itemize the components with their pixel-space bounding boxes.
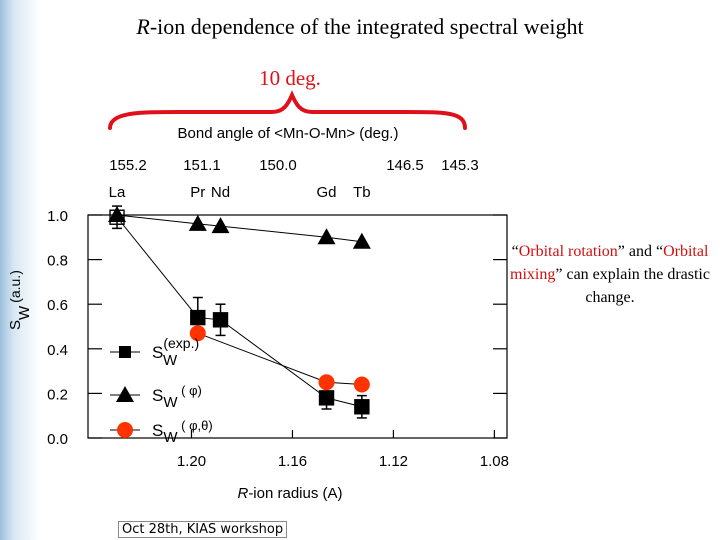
point-exp-1 (190, 309, 206, 326)
point-phi-2 (211, 217, 230, 234)
top-tick-label-2: 150.0 (259, 157, 297, 174)
y-tick-label-5: 1.0 (47, 208, 68, 225)
ion-label-4: Tb (353, 184, 371, 201)
y-tick-label-3: 0.6 (47, 297, 68, 314)
point-exp-4 (354, 399, 370, 415)
point-phitheta-1 (318, 374, 335, 391)
ylabel-unit: (a.u.) (7, 270, 23, 303)
point-phitheta-2 (353, 376, 370, 393)
point-exp-3 (318, 390, 335, 406)
point-phi-4 (352, 232, 371, 249)
ion-label-0: La (109, 184, 126, 201)
top-axis-label: Bond angle of <Mn-O-Mn> (deg.) (178, 125, 399, 142)
ion-label-2: Nd (211, 184, 230, 201)
title-text: -ion dependence of the integrated spectr… (149, 14, 584, 39)
note-red1: Orbital rotation (518, 243, 618, 260)
y-tick-label-4: 0.8 (47, 253, 68, 270)
y-tick-label-2: 0.4 (47, 342, 68, 359)
legend-marker-phi (116, 386, 134, 402)
x-axis-label: R-ion radius (A) (237, 485, 342, 502)
note-red2: Orbital mixing (510, 243, 709, 283)
x-tick-label-3: 1.08 (480, 453, 509, 470)
top-tick-label-3: 146.5 (386, 157, 424, 174)
series-marks (108, 205, 371, 419)
ylabel-main: S (7, 320, 24, 330)
legend: S(exp.) W SW ( φ) SW ( φ,θ) (110, 335, 213, 446)
x-tick-label-0: 1.20 (177, 453, 206, 470)
x-tick-label-1: 1.16 (278, 453, 307, 470)
y-tick-label-0: 0.0 (47, 431, 68, 448)
legend-label-phi: SW ( φ) (152, 383, 202, 411)
ion-labels: La Pr Nd Gd Tb (109, 184, 371, 201)
legend-label-phitheta: SW ( φ,θ) (152, 418, 213, 446)
slide-title: R-ion dependence of the integrated spect… (0, 14, 720, 40)
xlabel-rest: -ion radius (A) (248, 485, 342, 502)
plot-frame (87, 214, 508, 439)
y-axis-label: SW (a.u.) (7, 270, 33, 330)
plot-area (87, 214, 508, 439)
footer-workshop: Oct 28th, KIAS workshop (118, 521, 288, 538)
axis-ticks: 0.0 0.2 0.4 0.6 0.8 1.0 1.20 1.16 1.12 1.08 (47, 208, 509, 470)
annotation-note: “Orbital rotation” and “Orbital mixing” … (500, 240, 720, 309)
angle-difference-label: 10 deg. (259, 66, 321, 90)
point-phi-0 (108, 206, 127, 222)
legend-marker-exp (119, 346, 131, 358)
point-phi-1 (188, 214, 207, 231)
top-tick-label-0: 155.2 (109, 157, 147, 174)
top-tick-labels: 155.2 151.1 150.0 146.5 145.3 (109, 157, 479, 174)
note-part2: ” and “ (617, 243, 664, 260)
note-part3: ” can explain the drastic change. (555, 266, 710, 306)
point-phitheta-0 (189, 325, 206, 342)
top-tick-label-1: 151.1 (183, 157, 221, 174)
svg-text:SW(a.u.): SW (a.u.) (7, 270, 33, 330)
legend-marker-phitheta (117, 422, 133, 438)
point-exp-2 (212, 312, 229, 328)
x-tick-label-2: 1.12 (379, 453, 408, 470)
point-phi-3 (317, 228, 336, 245)
top-tick-label-4: 145.3 (441, 157, 479, 174)
legend-label-exp: S(exp.) W (152, 335, 199, 369)
ion-label-1: Pr (190, 184, 205, 201)
title-italic-r: R (136, 14, 150, 39)
xlabel-italic: R (237, 485, 248, 502)
note-part1: “ (511, 243, 519, 260)
ion-label-3: Gd (317, 184, 337, 201)
y-tick-label-1: 0.2 (47, 386, 68, 403)
ylabel-sub: W (16, 305, 33, 320)
